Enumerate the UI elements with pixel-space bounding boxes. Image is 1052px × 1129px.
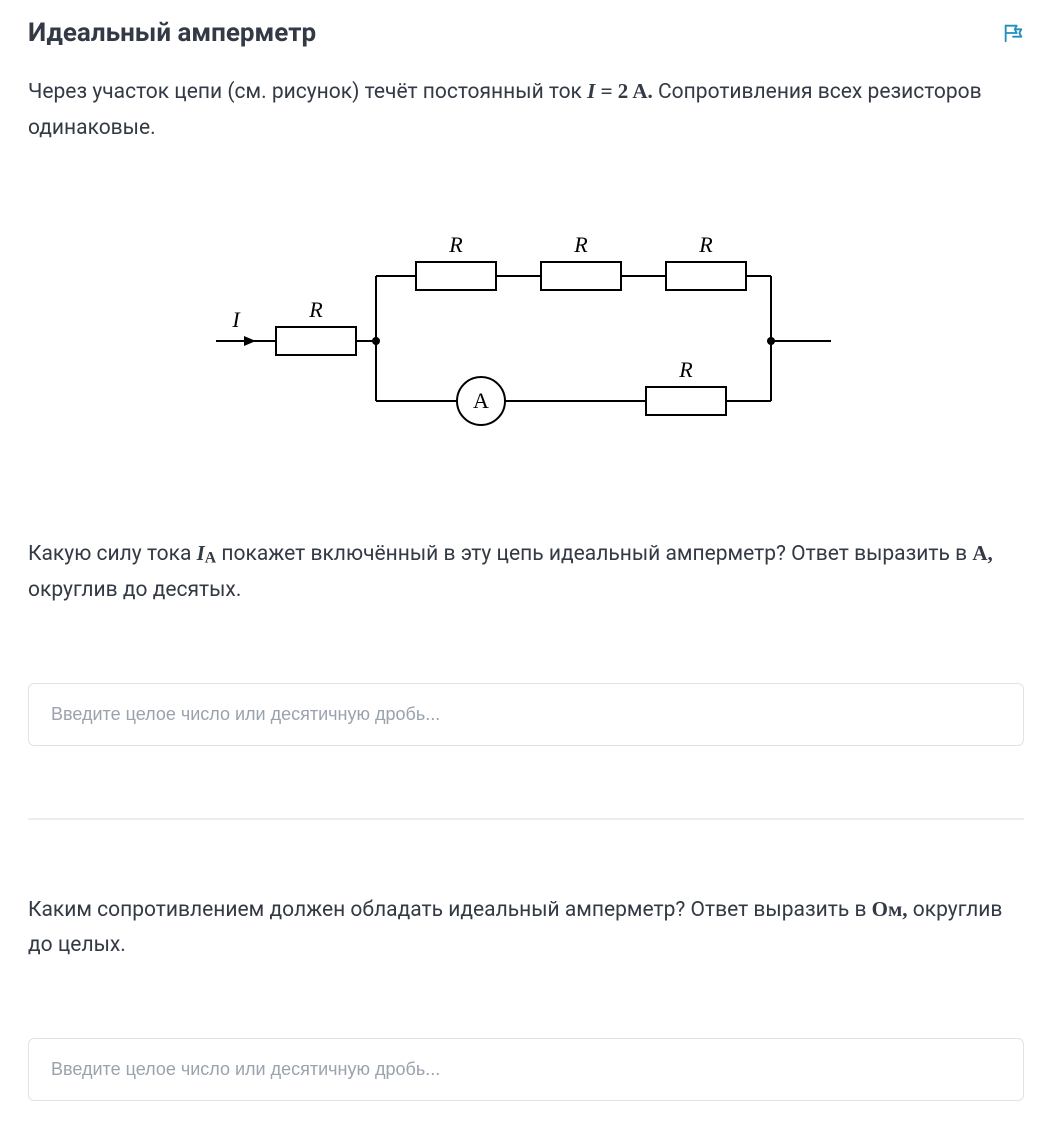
q2-unit: Ом, xyxy=(872,897,908,921)
svg-text:A: A xyxy=(473,388,489,413)
question2-text: Каким сопротивлением должен обладать иде… xyxy=(28,892,1024,964)
answer-input-1[interactable] xyxy=(28,683,1024,746)
intro-text: Через участок цепи (см. рисунок) течёт п… xyxy=(28,74,1024,146)
intro-math-eq: = 2 xyxy=(595,79,628,103)
q1-post: округлив до десятых. xyxy=(28,578,241,602)
separator xyxy=(28,818,1024,820)
flag-icon[interactable] xyxy=(1002,22,1024,44)
circuit-figure: I R R R R A R xyxy=(28,206,1024,466)
question1-text: Какую силу тока IA покажет включённый в … xyxy=(28,536,1024,608)
svg-text:R: R xyxy=(308,297,323,322)
intro-math-unit: A. xyxy=(628,79,653,103)
q2-pre: Каким сопротивлением должен обладать иде… xyxy=(28,898,872,922)
q1-math-sub: A xyxy=(205,550,216,567)
page-title: Идеальный амперметр xyxy=(28,18,316,48)
svg-text:R: R xyxy=(448,232,463,257)
svg-text:I: I xyxy=(231,307,241,332)
answer-input-2[interactable] xyxy=(28,1038,1024,1101)
q1-unit: А, xyxy=(972,541,992,565)
svg-text:R: R xyxy=(573,232,588,257)
q1-pre: Какую силу тока xyxy=(28,542,197,566)
circuit-svg: I R R R R A R xyxy=(206,206,846,466)
svg-text:R: R xyxy=(698,232,713,257)
q1-math-var: I xyxy=(197,541,205,565)
intro-pre: Через участок цепи (см. рисунок) течёт п… xyxy=(28,80,587,104)
q1-mid: покажет включённый в эту цепь идеальный … xyxy=(216,542,972,566)
svg-text:R: R xyxy=(678,357,693,382)
